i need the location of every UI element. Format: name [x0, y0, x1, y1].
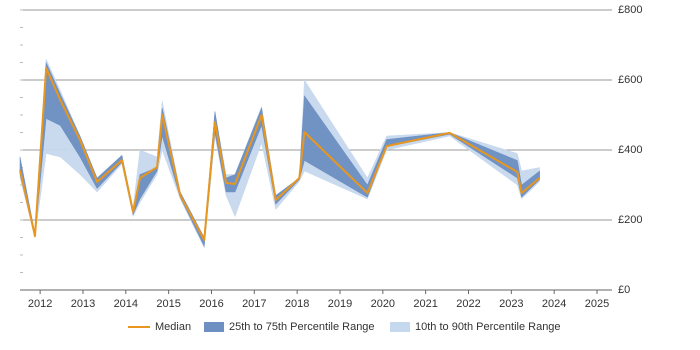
x-tick-label: 2012: [28, 298, 52, 310]
y-tick-label: £200: [618, 214, 642, 226]
x-tick-label: 2019: [328, 298, 352, 310]
x-tick-label: 2021: [413, 298, 437, 310]
legend-label: Median: [155, 321, 191, 333]
median-line: [19, 67, 541, 241]
x-tick-label: 2016: [199, 298, 223, 310]
legend-swatch: [204, 322, 224, 332]
x-tick-label: 2020: [371, 298, 395, 310]
y-tick-label: £800: [618, 4, 642, 16]
x-tick-label: 2015: [156, 298, 180, 310]
x-tick-label: 2024: [542, 298, 566, 310]
x-tick-label: 2017: [242, 298, 266, 310]
x-tick-label: 2025: [585, 298, 609, 310]
legend-label: 25th to 75th Percentile Range: [229, 321, 375, 333]
y-tick-label: £0: [618, 284, 630, 296]
x-tick-label: 2022: [456, 298, 480, 310]
legend-label: 10th to 90th Percentile Range: [415, 321, 561, 333]
x-tick-label: 2014: [114, 298, 138, 310]
x-tick-label: 2013: [71, 298, 95, 310]
y-tick-label: £600: [618, 74, 642, 86]
x-tick-label: 2018: [285, 298, 309, 310]
percentile-band: [19, 58, 540, 249]
y-tick-label: £400: [618, 144, 642, 156]
legend-swatch: [390, 322, 410, 332]
x-tick-label: 2023: [499, 298, 523, 310]
